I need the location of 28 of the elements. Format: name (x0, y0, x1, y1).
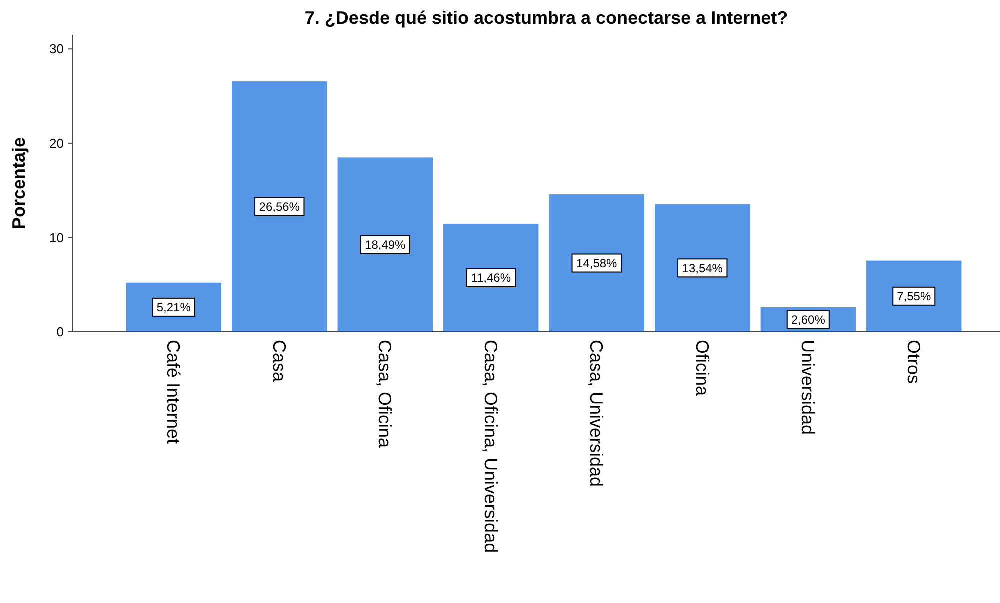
y-axis-title: Porcentaje (9, 137, 29, 230)
bar (549, 194, 644, 332)
bar (655, 204, 750, 332)
data-label: 5,21% (156, 300, 192, 315)
data-label: 7,55% (897, 290, 932, 304)
bar (866, 260, 962, 332)
x-tick-label: Casa, Oficina, Universidad (480, 340, 501, 554)
data-label: 13,54% (682, 261, 724, 276)
y-tick-label: 30 (50, 42, 64, 57)
data-label: 18,49% (365, 238, 406, 252)
bar (232, 82, 328, 332)
chart-title: 7. ¿Desde qué sitio acostumbra a conectarse a Internet? (304, 8, 788, 28)
x-tick-label: Café Internet (164, 340, 184, 444)
x-tick-label: Universidad (798, 340, 818, 436)
data-label: 14,58% (576, 256, 618, 270)
data-label: 2,60% (791, 312, 826, 327)
x-tick-label: Otros (904, 340, 924, 384)
y-tick-label: 20 (50, 136, 64, 151)
y-tick-label: 0 (56, 324, 64, 340)
data-label: 26,56% (259, 200, 300, 214)
x-tick-label: Oficina (692, 340, 712, 398)
data-label: 11,46% (471, 271, 512, 286)
x-tick-label: Casa, Universidad (586, 340, 607, 488)
x-tick-label: Casa, Oficina (375, 340, 396, 450)
bar (444, 224, 539, 332)
bar (338, 158, 433, 332)
x-tick-label: Casa (269, 340, 290, 384)
y-tick-label: 10 (50, 230, 64, 246)
